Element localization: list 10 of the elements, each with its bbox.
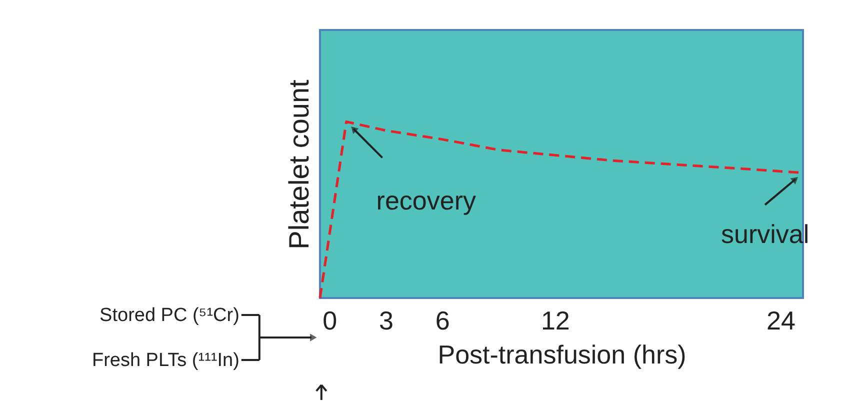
x-tick-label: 0 <box>322 306 338 336</box>
y-axis-title: Platelet count <box>284 79 314 250</box>
annotation: recovery <box>376 186 476 216</box>
x-tick-label: 3 <box>379 306 394 336</box>
text: Fresh PLTs (¹¹¹In) <box>92 350 240 371</box>
x-tick-label: 12 <box>540 306 570 336</box>
text: Stored PC (⁵¹Cr) <box>100 305 240 326</box>
x-tick-label: 6 <box>435 306 450 336</box>
x-axis-title: Post-transfusion (hrs) <box>438 340 686 370</box>
x-tick-label: 24 <box>766 306 796 336</box>
